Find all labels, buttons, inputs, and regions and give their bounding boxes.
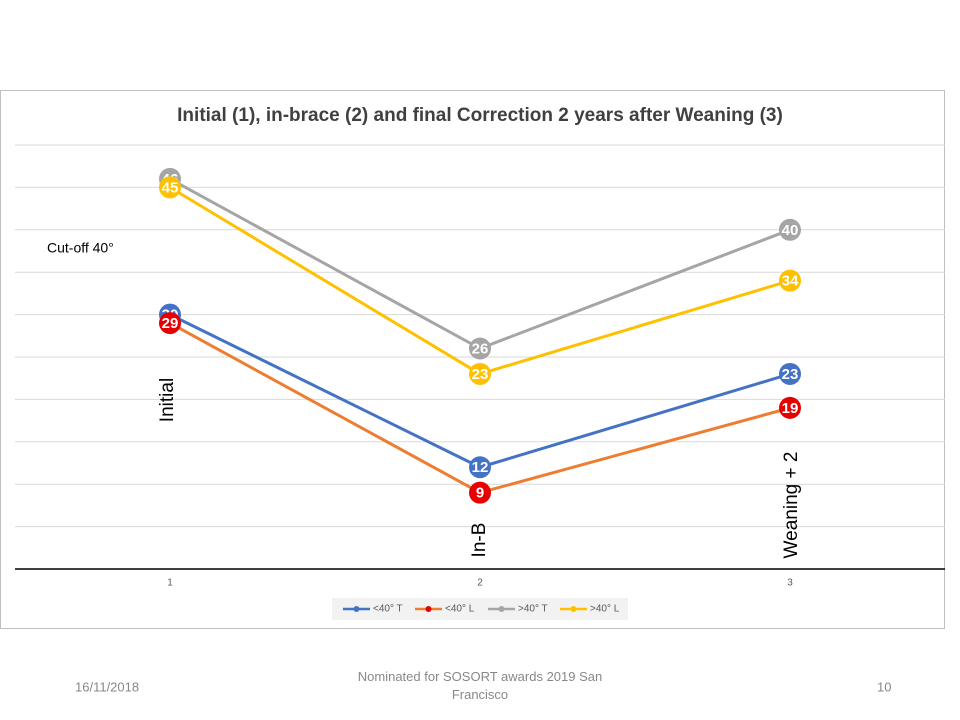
legend-marker: [353, 606, 360, 612]
marker: [469, 456, 491, 479]
data-label: 23: [472, 366, 489, 383]
chart-title: Initial (1), in-brace (2) and final Corr…: [177, 105, 783, 126]
footer-note: Nominated for SOSORT awards 2019 San Fra…: [357, 669, 603, 702]
legend-marker: [498, 606, 505, 612]
marker: [469, 337, 491, 360]
x-tick-label: 3: [787, 578, 793, 589]
data-label: 40: [782, 222, 799, 239]
legend-label: <40° T: [373, 604, 403, 615]
page-number: 10: [877, 679, 891, 694]
data-label: 12: [472, 459, 489, 476]
legend-marker: [570, 606, 577, 612]
chart-frame: [0, 90, 945, 629]
annotation: Initial: [157, 378, 178, 422]
annotation: Cut-off 40°: [47, 240, 114, 256]
data-label: 34: [782, 273, 799, 290]
marker: [159, 312, 181, 335]
legend-box: [332, 598, 628, 620]
data-label: 26: [472, 340, 489, 357]
data-label: 9: [476, 485, 484, 502]
legend-label: >40° T: [518, 604, 548, 615]
legend-marker: [425, 606, 432, 612]
marker: [779, 218, 801, 241]
x-tick-label: 2: [477, 578, 483, 589]
marker: [469, 481, 491, 504]
footer-date: 16/11/2018: [75, 679, 139, 694]
marker: [469, 362, 491, 385]
data-label: 19: [782, 400, 799, 417]
marker: [779, 269, 801, 292]
legend-label: <40° L: [445, 604, 475, 615]
data-label: 45: [162, 179, 179, 196]
marker: [779, 362, 801, 385]
data-label: 23: [782, 366, 799, 383]
marker: [779, 396, 801, 419]
annotation: Weaning + 2: [781, 452, 802, 559]
annotation: In-B: [469, 523, 490, 558]
data-label: 29: [162, 315, 179, 332]
legend-label: >40° L: [590, 604, 620, 615]
x-tick-label: 1: [167, 578, 173, 589]
marker: [159, 176, 181, 199]
